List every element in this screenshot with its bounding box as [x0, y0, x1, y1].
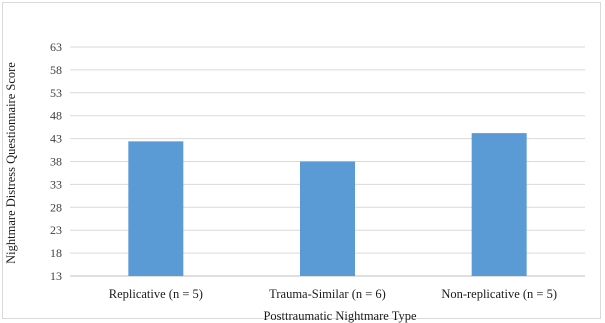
- y-tick-labels: 13 18 23 28 33 38 43 48 53 58 63: [50, 40, 62, 283]
- x-category-labels: Replicative (n = 5) Trauma-Similar (n = 6…: [109, 287, 557, 301]
- bar: [128, 141, 184, 276]
- y-tick-label: 33: [50, 177, 62, 191]
- y-axis-title: Nightmare Distress Questionnaire Score: [4, 62, 18, 264]
- y-tick-label: 58: [50, 63, 62, 77]
- y-tick-label: 48: [50, 109, 62, 123]
- y-tick-label: 53: [50, 86, 62, 100]
- bar: [300, 161, 355, 276]
- y-tick-label: 23: [50, 223, 62, 237]
- y-tick-label: 63: [50, 40, 62, 54]
- x-category-label: Trauma-Similar (n = 6): [269, 287, 386, 301]
- x-category-label: Replicative (n = 5): [109, 287, 203, 301]
- y-tick-label: 18: [50, 246, 62, 260]
- y-tick-label: 28: [50, 200, 62, 214]
- x-category-label: Non-replicative (n = 5): [441, 287, 557, 301]
- bars: [128, 133, 527, 276]
- bar: [471, 133, 527, 276]
- x-axis-title: Posttraumatic Nightmare Type: [263, 309, 416, 323]
- y-tick-label: 38: [50, 155, 62, 169]
- y-tick-label: 43: [50, 132, 62, 146]
- y-tick-label: 13: [50, 269, 62, 283]
